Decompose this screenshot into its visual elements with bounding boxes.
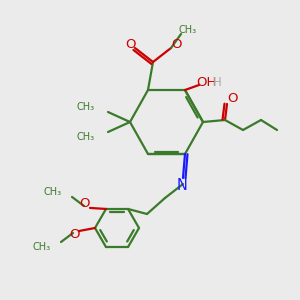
Text: CH₃: CH₃ xyxy=(77,102,95,112)
Text: O: O xyxy=(69,229,79,242)
Text: OH: OH xyxy=(196,76,216,89)
Text: O: O xyxy=(227,92,237,106)
Text: CH₃: CH₃ xyxy=(179,25,197,35)
Text: N: N xyxy=(177,178,188,193)
Text: H: H xyxy=(213,76,221,89)
Text: O: O xyxy=(80,197,90,210)
Text: O: O xyxy=(125,38,135,50)
Text: CH₃: CH₃ xyxy=(44,187,62,197)
Text: CH₃: CH₃ xyxy=(77,132,95,142)
Text: CH₃: CH₃ xyxy=(33,242,51,252)
Text: O: O xyxy=(171,38,181,52)
